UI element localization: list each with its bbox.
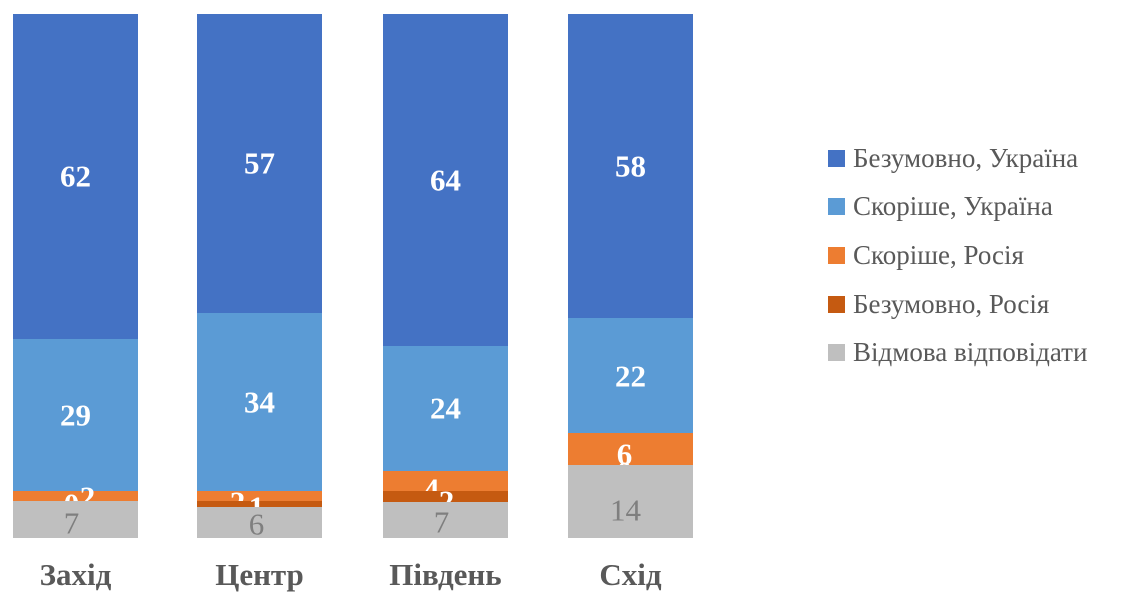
legend-item-label: Скоріше, Україна: [853, 191, 1053, 222]
bar-segment: [13, 501, 138, 538]
value-label: 6: [248, 506, 265, 542]
legend-item: Скоріше, Росія: [828, 231, 1122, 280]
value-label: 14: [610, 492, 641, 528]
bar-segment: [13, 14, 138, 339]
bar-segment: [383, 501, 508, 538]
legend-item: Безумовно, Росія: [828, 280, 1122, 329]
legend: Безумовно, Україна Скоріше, Україна Скор…: [828, 134, 1122, 377]
legend-item-label: Безумовно, Україна: [853, 142, 1079, 173]
legend-item-label: Відмова відповідати: [853, 337, 1088, 368]
bar-segment: [568, 433, 693, 465]
bar-segment: [197, 490, 322, 502]
legend-item-label: Скоріше, Росія: [853, 239, 1024, 270]
legend-swatch-icon: [828, 344, 845, 362]
legend-swatch-icon: [828, 295, 845, 313]
legend-swatch-icon: [828, 246, 845, 264]
legend-swatch-icon: [828, 149, 845, 167]
value-label: 7: [433, 504, 450, 540]
value-label: 58: [615, 148, 646, 184]
category-label-zakhid: Захід: [39, 557, 112, 592]
value-label: 29: [60, 397, 91, 433]
bar-segment: [568, 317, 693, 434]
legend-item-label: Безумовно, Росія: [853, 288, 1050, 319]
value-label: 6: [616, 436, 633, 472]
bar-segment: [197, 312, 322, 491]
bar-segment: [13, 490, 138, 502]
value-label: 24: [430, 390, 461, 426]
category-label-pivden: Південь: [389, 557, 502, 592]
legend-item: Скоріше, Україна: [828, 183, 1122, 232]
bar-segment: [383, 470, 508, 492]
value-label: 22: [615, 358, 646, 394]
category-label-tsentr: Центр: [215, 557, 304, 592]
legend-item: Безумовно, Україна: [828, 134, 1122, 183]
bar-segment: [383, 14, 508, 347]
value-label: 7: [63, 505, 80, 541]
bar-segment: [568, 14, 693, 318]
bar-segment: [383, 346, 508, 471]
bar-segment: [197, 14, 322, 313]
category-label-skhid: Схід: [599, 557, 662, 592]
bar-segment: [197, 501, 322, 507]
value-label: 57: [244, 145, 275, 181]
bar-segment: [13, 338, 138, 491]
value-label: 62: [60, 158, 91, 194]
legend-swatch-icon: [828, 198, 845, 216]
legend-item: Відмова відповідати: [828, 328, 1122, 377]
value-label: 64: [430, 162, 461, 198]
value-label: 34: [244, 384, 275, 420]
bar-segment: [197, 506, 322, 538]
bar-segment: [383, 491, 508, 502]
bar-segment: [568, 464, 693, 538]
